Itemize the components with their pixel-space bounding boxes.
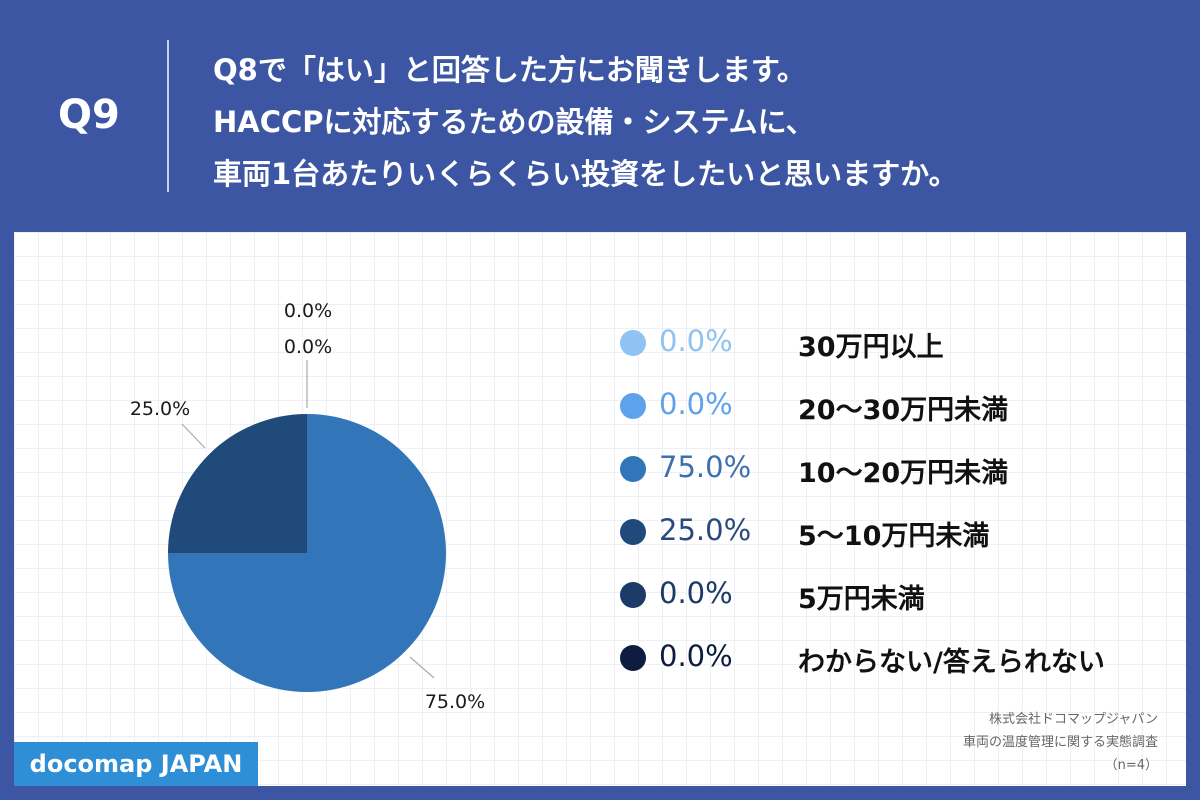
callout-top-label-1: 0.0%	[284, 300, 332, 322]
callout-bottom-right-label: 75.0%	[425, 691, 485, 713]
legend-value: 0.0%	[659, 639, 733, 673]
callout-top-label-2: 0.0%	[284, 336, 332, 358]
legend-value: 0.0%	[659, 324, 733, 358]
callout-left-label: 25.0%	[130, 398, 190, 420]
source-note: 株式会社ドコマップジャパン 車両の温度管理に関する実態調査 （n=4）	[963, 708, 1158, 777]
legend-item: 0.0% 30万円以上	[604, 316, 1164, 363]
legend-value: 25.0%	[659, 513, 752, 547]
question-header: Q9 Q8で「はい」と回答した方にお聞きします。 HACCPに対応するための設備…	[0, 0, 1200, 232]
legend-dot	[620, 582, 646, 608]
callout-leader-bottom-right	[409, 656, 435, 679]
legend-dot	[620, 456, 646, 482]
question-number: Q9	[58, 92, 120, 138]
legend-label: 10〜20万円未満	[798, 458, 1009, 489]
legend-dot	[620, 645, 646, 671]
pie-slice	[168, 414, 307, 553]
source-line-sample: （n=4）	[1104, 758, 1158, 773]
legend-label: 5万円未満	[798, 584, 925, 615]
legend-item: 75.0% 10〜20万円未満	[604, 442, 1164, 489]
question-line-1: Q8で「はい」と回答した方にお聞きします。	[213, 53, 806, 87]
legend-dot	[620, 519, 646, 545]
callout-leader-left	[181, 423, 206, 449]
legend-label: わからない/答えられない	[798, 647, 1105, 678]
question-text: Q8で「はい」と回答した方にお聞きします。 HACCPに対応するための設備・シス…	[213, 44, 1173, 200]
chart-panel: 0.0% 0.0% 25.0% 75.0%	[14, 232, 1186, 786]
legend-item: 0.0% 5万円未満	[604, 568, 1164, 615]
legend-label: 20〜30万円未満	[798, 395, 1009, 426]
source-line-company: 株式会社ドコマップジャパン	[988, 712, 1158, 727]
question-line-3: 車両1台あたりいくらくらい投資をしたいと思いますか。	[213, 157, 958, 191]
question-line-2: HACCPに対応するための設備・システムに、	[213, 105, 815, 139]
legend-item: 25.0% 5〜10万円未満	[604, 505, 1164, 552]
legend-dot	[620, 330, 646, 356]
source-line-survey: 車両の温度管理に関する実態調査	[962, 735, 1158, 750]
pie-callouts: 0.0% 0.0% 25.0% 75.0%	[130, 300, 485, 713]
legend-item: 0.0% 20〜30万円未満	[604, 379, 1164, 426]
pie-slices	[168, 414, 446, 692]
pie-chart: 0.0% 0.0% 25.0% 75.0%	[130, 300, 485, 713]
header-divider	[167, 40, 169, 192]
legend-dot	[620, 393, 646, 419]
legend-label: 30万円以上	[798, 332, 944, 363]
legend-item: 0.0% わからない/答えられない	[604, 631, 1164, 678]
legend-value: 75.0%	[659, 450, 752, 484]
legend-value: 0.0%	[659, 387, 733, 421]
legend-label: 5〜10万円未満	[798, 521, 990, 552]
legend-value: 0.0%	[659, 576, 733, 610]
brand-badge: docomap JAPAN	[14, 742, 258, 786]
